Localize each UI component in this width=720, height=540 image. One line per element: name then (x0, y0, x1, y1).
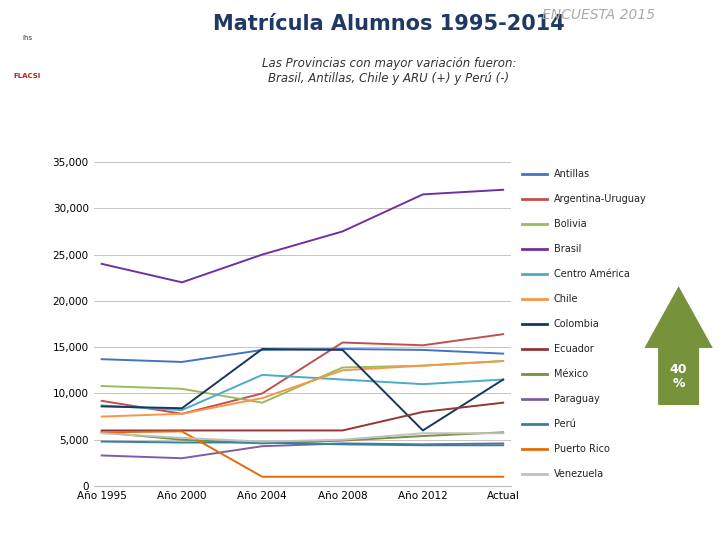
Text: Ecuador: Ecuador (554, 344, 593, 354)
Text: Argentina-Uruguay: Argentina-Uruguay (554, 194, 647, 204)
Text: Perú: Perú (554, 418, 575, 429)
Text: FLACSI: FLACSI (14, 72, 41, 79)
Text: Centro América: Centro América (554, 269, 629, 279)
Text: Antillas: Antillas (554, 170, 590, 179)
Text: ENCUESTA 2015: ENCUESTA 2015 (542, 8, 655, 22)
Text: Venezuela: Venezuela (554, 469, 604, 478)
Text: Brasil: Brasil (554, 244, 581, 254)
Text: Matrícula Alumnos 1995-2014: Matrícula Alumnos 1995-2014 (213, 14, 564, 33)
Text: Chile: Chile (554, 294, 578, 304)
Text: Las Provincias con mayor variación fueron:
Brasil, Antillas, Chile y ARU (+) y P: Las Provincias con mayor variación fuero… (261, 57, 516, 85)
Text: Colombia: Colombia (554, 319, 600, 329)
Polygon shape (644, 286, 713, 405)
Text: Paraguay: Paraguay (554, 394, 600, 404)
Text: 40
%: 40 % (670, 363, 688, 390)
Text: Puerto Rico: Puerto Rico (554, 444, 610, 454)
Text: México: México (554, 369, 588, 379)
Text: Bolivia: Bolivia (554, 219, 586, 230)
Text: ihs: ihs (22, 35, 32, 41)
